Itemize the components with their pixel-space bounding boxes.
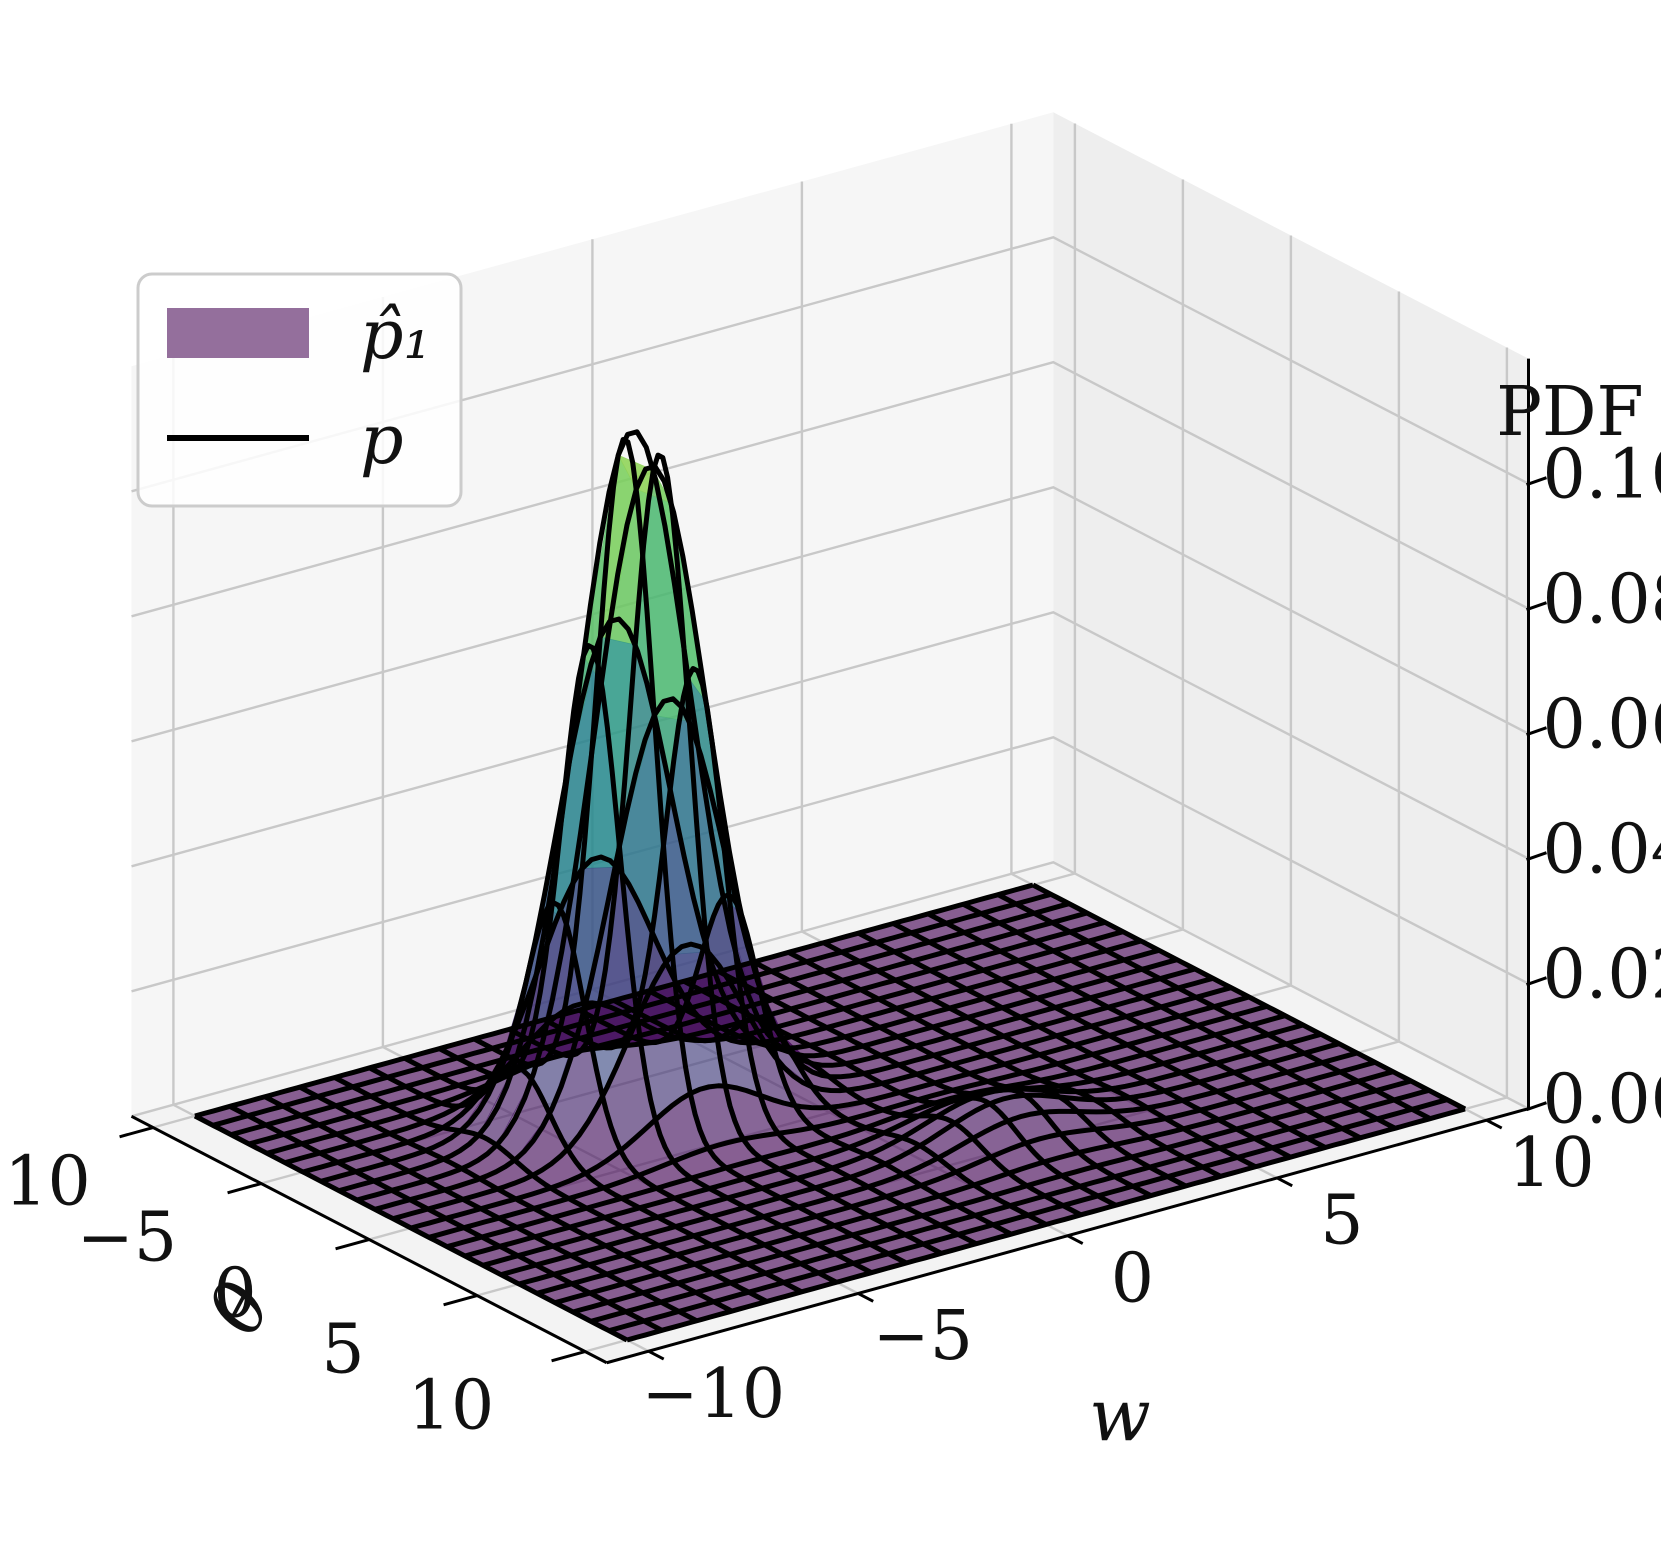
theta-tick (551, 1350, 586, 1363)
wireframe-line-theta (626, 1106, 1466, 1343)
z-tick (1526, 851, 1547, 862)
grid-line-z (131, 360, 1530, 618)
z-tick-label: 0.00 (1543, 1061, 1661, 1140)
z-tick (1526, 476, 1547, 487)
legend-label-p: p (360, 401, 404, 480)
grid-line-z (131, 736, 1530, 993)
wireframe-line-theta (284, 929, 1124, 1166)
w-tick (1066, 1234, 1084, 1245)
z-tick (1526, 976, 1547, 987)
wireframe-line-theta (392, 941, 1232, 1222)
wireframe-line-theta (446, 1013, 1286, 1250)
wireframe-line-theta (230, 901, 1070, 1138)
w-tick (647, 1349, 665, 1361)
theta-tick-label: −5 (77, 1199, 177, 1278)
wireframe-line-theta (572, 1078, 1412, 1315)
wireframe-line-theta (266, 919, 1106, 1156)
wireframe-p (193, 429, 1467, 1343)
theta-tick-label: 10 (408, 1367, 495, 1446)
legend: p̂₁ p (136, 272, 463, 508)
w-tick-label: 0 (1111, 1239, 1154, 1318)
wireframe-line-theta (590, 1087, 1430, 1324)
z-axis-label: PDF (1496, 373, 1643, 452)
w-tick-label: −5 (873, 1297, 973, 1376)
z-tick-label: 0.10 (1543, 436, 1661, 515)
wireframe-line-theta (608, 1097, 1448, 1334)
theta-tick-label: 0 (213, 1255, 256, 1334)
wireframe-line-theta (212, 891, 1052, 1128)
wireframe-line-theta (536, 1059, 1376, 1296)
wireframe-line-theta (338, 429, 1178, 1194)
wireframe-line-theta (320, 616, 1160, 1184)
z-tick (1526, 726, 1547, 737)
theta-tick-label: 5 (321, 1311, 364, 1390)
tick-labels: −10−50510−10−505100.000.020.040.060.080.… (0, 436, 1661, 1446)
w-tick-label: −10 (642, 1355, 786, 1434)
z-tick (1526, 601, 1547, 612)
w-tick (1485, 1118, 1503, 1130)
wireframe-line-theta (428, 1003, 1268, 1240)
theta-tick-label: −10 (0, 1143, 91, 1222)
axes (119, 358, 1547, 1365)
theta-tick (443, 1294, 478, 1307)
theta-tick (227, 1182, 262, 1195)
x-axis-label: w (1089, 1373, 1151, 1457)
z-tick (1526, 1101, 1547, 1112)
legend-swatch-p-hat-1 (167, 308, 309, 358)
w-tick (1276, 1176, 1293, 1188)
theta-tick (335, 1238, 370, 1251)
z-tick-label: 0.08 (1543, 561, 1661, 640)
wireframe-line-theta (554, 1069, 1394, 1306)
grid-line-z (131, 611, 1530, 868)
grid-line-z (131, 486, 1530, 743)
grid-line-z (131, 861, 1530, 1118)
wireframe-line-theta (374, 696, 1214, 1212)
z-tick-label: 0.06 (1543, 686, 1661, 765)
w-tick-label: 5 (1320, 1182, 1363, 1261)
wireframe-line-theta (518, 1050, 1358, 1287)
wireframe-line-theta (302, 854, 1142, 1175)
legend-label-p-hat-1: p̂₁ (360, 296, 431, 375)
z-tick-label: 0.02 (1543, 936, 1661, 1015)
w-tick (857, 1292, 874, 1303)
wireframe-line-theta (194, 882, 1034, 1119)
theta-tick (119, 1126, 154, 1139)
wireframe-line-theta (410, 994, 1250, 1231)
wireframe-line-theta (482, 1031, 1322, 1268)
wireframe-line-theta (500, 1041, 1340, 1278)
w-tick-label: 10 (1508, 1124, 1595, 1203)
z-tick-label: 0.04 (1543, 811, 1661, 890)
wireframe-line-theta (248, 910, 1088, 1147)
wireframe-line-theta (464, 1022, 1304, 1259)
